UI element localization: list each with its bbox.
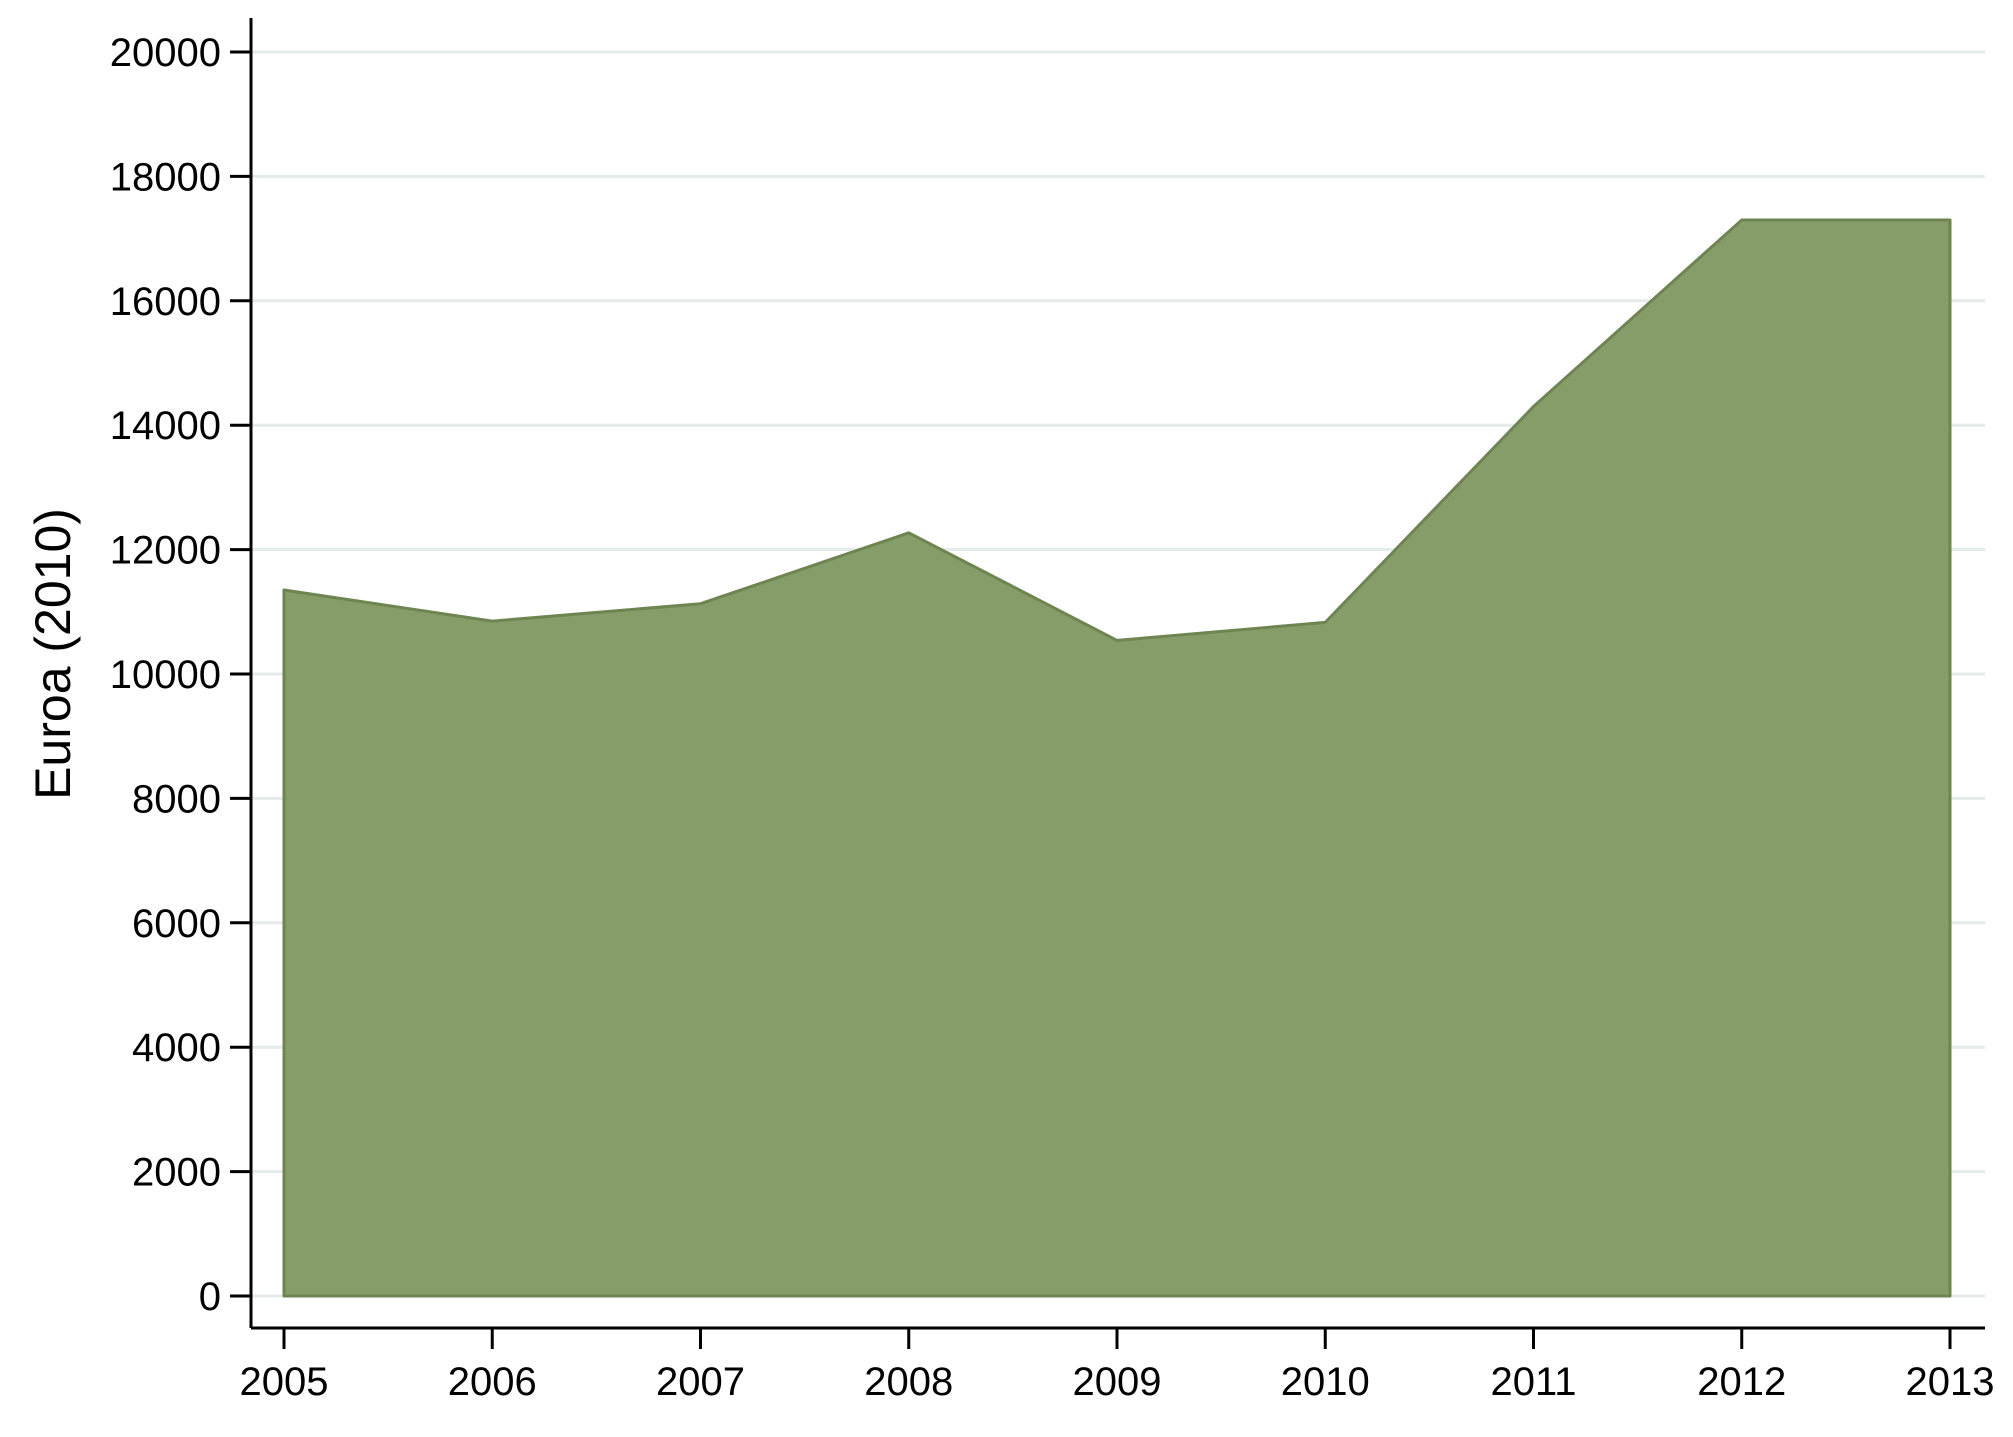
y-tick-label: 12000 bbox=[110, 529, 221, 573]
y-tick-label: 2000 bbox=[132, 1151, 221, 1195]
y-tick-label: 14000 bbox=[110, 404, 221, 448]
x-tick-label: 2005 bbox=[240, 1360, 329, 1404]
x-tick-label: 2008 bbox=[864, 1360, 953, 1404]
y-axis-title: Euroa (2010) bbox=[25, 508, 81, 800]
x-tick-label: 2012 bbox=[1697, 1360, 1786, 1404]
y-tick-label: 16000 bbox=[110, 280, 221, 324]
y-tick-label: 18000 bbox=[110, 155, 221, 199]
x-axis: 2005 2006 2007 2008 2009 2010 2011 2012 2013 bbox=[240, 1326, 1995, 1404]
y-tick-label: 4000 bbox=[132, 1026, 221, 1070]
y-tick-label: 20000 bbox=[110, 31, 221, 75]
x-tick-label: 2011 bbox=[1490, 1360, 1576, 1404]
x-tick-label: 2013 bbox=[1906, 1360, 1995, 1404]
area-series bbox=[282, 218, 1952, 1298]
plot-area bbox=[282, 218, 1952, 1298]
x-tick-label: 2010 bbox=[1281, 1360, 1370, 1404]
y-axis: 0 2000 4000 6000 8000 10000 12000 14000 16000 180… bbox=[110, 18, 253, 1328]
y-tick-label: 10000 bbox=[110, 653, 221, 697]
y-tick-label: 6000 bbox=[132, 902, 221, 946]
y-tick-label: 8000 bbox=[132, 777, 221, 821]
y-tick-label: 0 bbox=[199, 1275, 221, 1319]
x-tick-label: 2009 bbox=[1073, 1360, 1162, 1404]
x-tick-label: 2007 bbox=[656, 1360, 745, 1404]
x-tick-label: 2006 bbox=[448, 1360, 537, 1404]
